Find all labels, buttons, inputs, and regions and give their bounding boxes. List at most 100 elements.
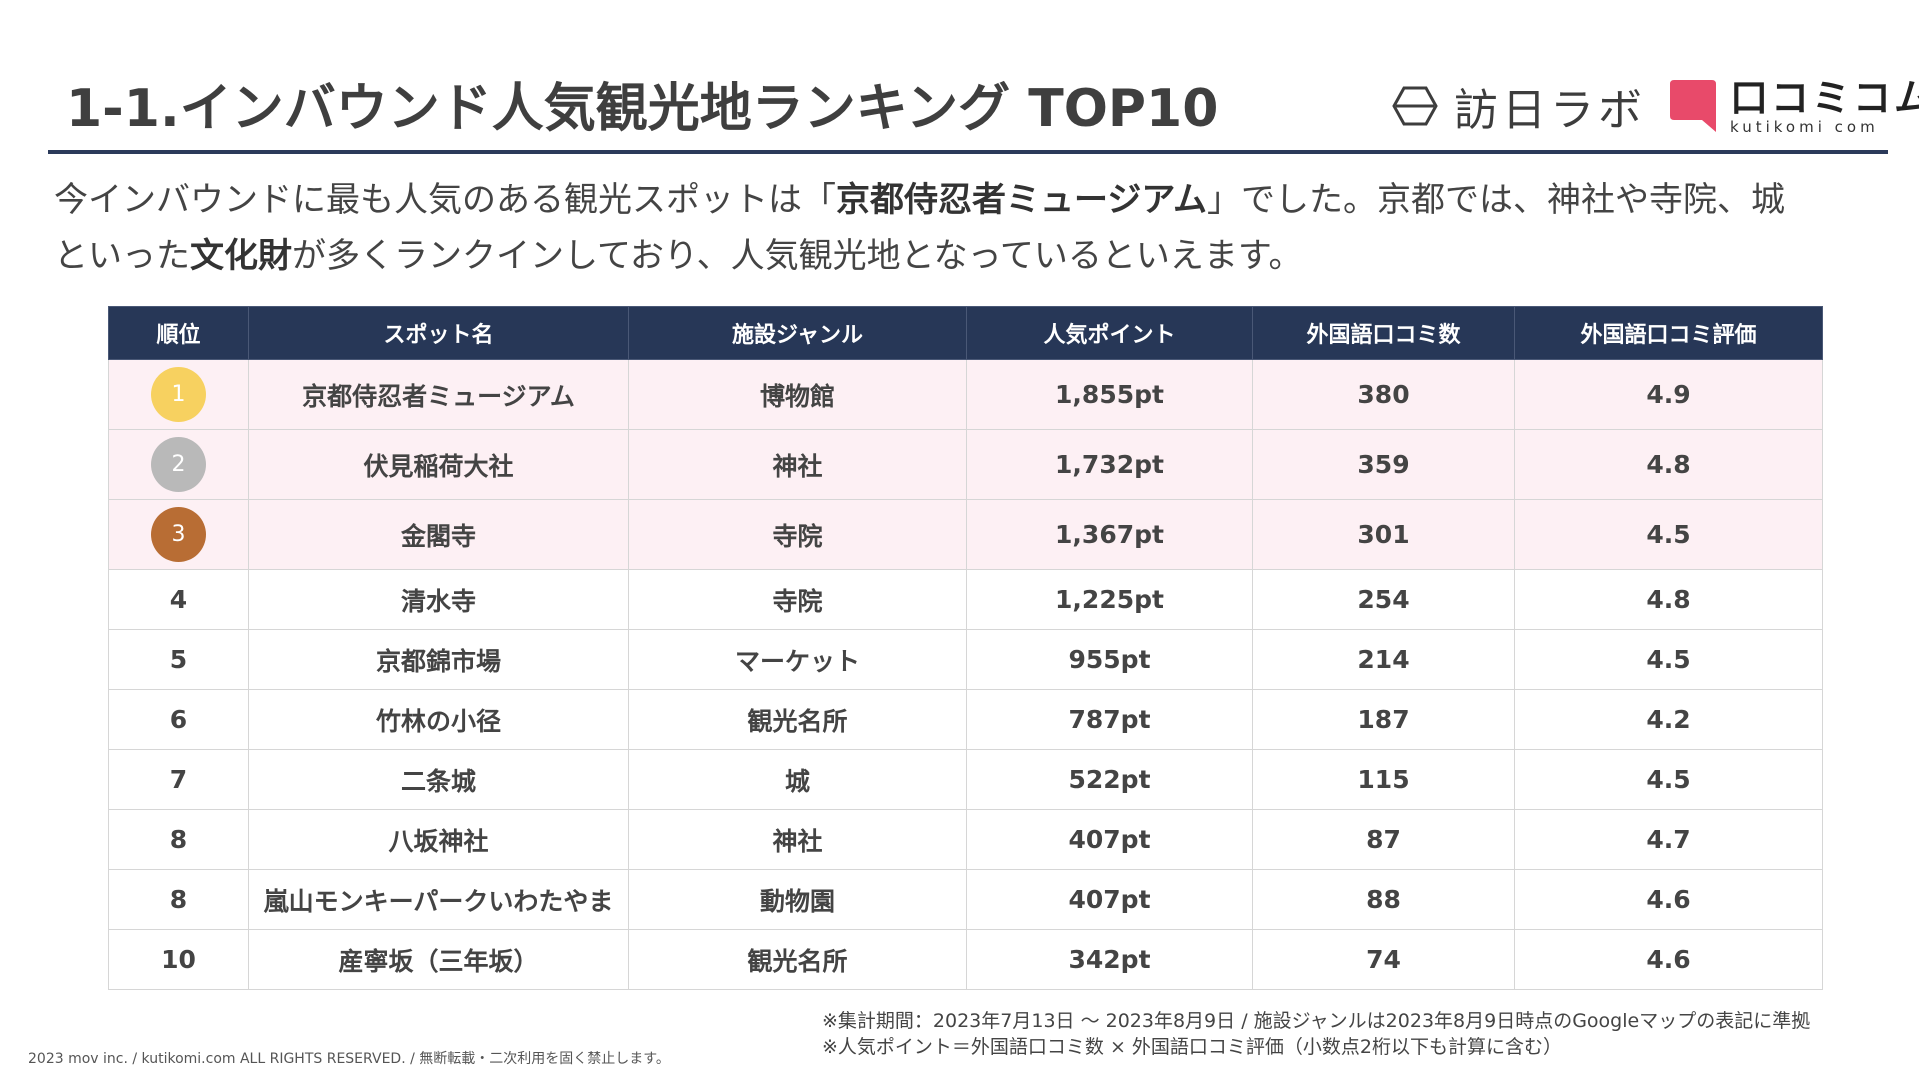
- cell-rank: 3: [108, 499, 249, 570]
- cell-review-rating: 4.5: [1514, 749, 1823, 810]
- cell-rank: 5: [108, 629, 249, 690]
- cell-points: 1,367pt: [966, 499, 1253, 570]
- cell-genre: 博物館: [628, 359, 967, 430]
- cell-review-rating: 4.2: [1514, 689, 1823, 750]
- cell-spot-name: 伏見稲荷大社: [248, 429, 629, 500]
- copyright: 2023 mov inc. / kutikomi.com ALL RIGHTS …: [28, 1051, 670, 1067]
- cell-review-count: 74: [1252, 929, 1515, 990]
- cell-points: 407pt: [966, 869, 1253, 930]
- table-row: 2 伏見稲荷大社 神社 1,732pt 359 4.8: [108, 429, 1823, 500]
- cell-spot-name: 京都錦市場: [248, 629, 629, 690]
- cell-spot-name: 嵐山モンキーパークいわたやま: [248, 869, 629, 930]
- header-review-rating: 外国語口コミ評価: [1514, 306, 1823, 360]
- rank-medal-icon: 2: [151, 437, 206, 492]
- cell-genre: 寺院: [628, 499, 967, 570]
- footnote-period: ※集計期間：2023年7月13日 ～ 2023年8月9日 / 施設ジャンルは20…: [822, 1010, 1811, 1032]
- cell-review-count: 115: [1252, 749, 1515, 810]
- cell-points: 1,732pt: [966, 429, 1253, 500]
- page-title: 1-1.インバウンド人気観光地ランキング TOP10: [66, 79, 1219, 139]
- speech-bubble-logo-icon: [1670, 80, 1716, 132]
- cell-rank: 4: [108, 569, 249, 630]
- lead-text-1: 今インバウンドに最も人気のある観光スポットは「: [54, 180, 836, 220]
- lead-highlight-museum: 京都侍忍者ミュージアム: [836, 180, 1207, 220]
- header-spot-name: スポット名: [248, 306, 629, 360]
- ranking-table: 順位 スポット名 施設ジャンル 人気ポイント 外国語口コミ数 外国語口コミ評価 …: [108, 306, 1823, 990]
- table-row: 8 嵐山モンキーパークいわたやま 動物園 407pt 88 4.6: [108, 869, 1823, 930]
- cell-points: 522pt: [966, 749, 1253, 810]
- table-row: 3 金閣寺 寺院 1,367pt 301 4.5: [108, 499, 1823, 570]
- cell-review-count: 301: [1252, 499, 1515, 570]
- hexagon-logo-icon: [1392, 86, 1438, 126]
- table-row: 1 京都侍忍者ミュージアム 博物館 1,855pt 380 4.9: [108, 359, 1823, 430]
- cell-review-count: 87: [1252, 809, 1515, 870]
- cell-review-count: 359: [1252, 429, 1515, 500]
- table-row: 5 京都錦市場 マーケット 955pt 214 4.5: [108, 629, 1823, 690]
- cell-spot-name: 清水寺: [248, 569, 629, 630]
- cell-genre: 神社: [628, 809, 967, 870]
- houjin-labo-logo-text: 訪日ラボ: [1454, 85, 1646, 136]
- cell-genre: 城: [628, 749, 967, 810]
- table-row: 6 竹林の小径 観光名所 787pt 187 4.2: [108, 689, 1823, 750]
- cell-review-rating: 4.8: [1514, 569, 1823, 630]
- cell-review-count: 254: [1252, 569, 1515, 630]
- header-rank: 順位: [108, 306, 249, 360]
- cell-spot-name: 竹林の小径: [248, 689, 629, 750]
- cell-review-rating: 4.6: [1514, 929, 1823, 990]
- lead-paragraph: 今インバウンドに最も人気のある観光スポットは「京都侍忍者ミュージアム」でした。京…: [54, 172, 1894, 284]
- kutikomi-logo[interactable]: 口コミコム kutikomi com: [1668, 78, 1919, 140]
- lead-text-2: 」でした。京都では、神社や寺院、城: [1206, 180, 1785, 220]
- table-row: 10 産寧坂（三年坂） 観光名所 342pt 74 4.6: [108, 929, 1823, 990]
- cell-review-count: 380: [1252, 359, 1515, 430]
- cell-spot-name: 京都侍忍者ミュージアム: [248, 359, 629, 430]
- header-points: 人気ポイント: [966, 306, 1253, 360]
- lead-highlight-cultural-assets: 文化財: [190, 236, 292, 276]
- cell-review-count: 187: [1252, 689, 1515, 750]
- cell-points: 342pt: [966, 929, 1253, 990]
- table-row: 7 二条城城 522pt 115 4.5: [108, 749, 1823, 810]
- cell-genre: 観光名所: [628, 689, 967, 750]
- houjin-labo-logo[interactable]: 訪日ラボ: [1392, 78, 1646, 136]
- cell-spot-name: 金閣寺: [248, 499, 629, 570]
- cell-genre: 観光名所: [628, 929, 967, 990]
- ranking-table-container: 順位 スポット名 施設ジャンル 人気ポイント 外国語口コミ数 外国語口コミ評価 …: [108, 306, 1823, 990]
- cell-rank: 7: [108, 749, 249, 810]
- cell-genre: マーケット: [628, 629, 967, 690]
- rank-medal-icon: 3: [151, 507, 206, 562]
- cell-review-rating: 4.7: [1514, 809, 1823, 870]
- header-genre: 施設ジャンル: [628, 306, 967, 360]
- footnotes: ※集計期間：2023年7月13日 ～ 2023年8月9日 / 施設ジャンルは20…: [822, 1008, 1810, 1060]
- cell-rank: 1: [108, 359, 249, 430]
- cell-review-rating: 4.9: [1514, 359, 1823, 430]
- table-row: 4 清水寺 寺院 1,225pt 254 4.8: [108, 569, 1823, 630]
- cell-rank: 10: [108, 929, 249, 990]
- header-review-count: 外国語口コミ数: [1252, 306, 1515, 360]
- title-divider: [48, 150, 1888, 154]
- kutikomi-logo-subtext: kutikomi com: [1730, 118, 1879, 136]
- cell-rank: 2: [108, 429, 249, 500]
- cell-rank: 6: [108, 689, 249, 750]
- table-header-row: 順位 スポット名 施設ジャンル 人気ポイント 外国語口コミ数 外国語口コミ評価: [108, 306, 1823, 360]
- cell-review-rating: 4.5: [1514, 499, 1823, 570]
- cell-spot-name: 産寧坂（三年坂）: [248, 929, 629, 990]
- cell-spot-name: 二条城: [248, 749, 629, 810]
- cell-rank: 8: [108, 869, 249, 930]
- kutikomi-logo-text: 口コミコム: [1730, 76, 1919, 120]
- cell-review-rating: 4.8: [1514, 429, 1823, 500]
- cell-spot-name: 八坂神社: [248, 809, 629, 870]
- cell-points: 787pt: [966, 689, 1253, 750]
- cell-rank: 8: [108, 809, 249, 870]
- lead-text-3: といった: [54, 236, 190, 276]
- cell-review-count: 214: [1252, 629, 1515, 690]
- cell-points: 1,855pt: [966, 359, 1253, 430]
- cell-review-rating: 4.6: [1514, 869, 1823, 930]
- cell-genre: 動物園: [628, 869, 967, 930]
- cell-genre: 神社: [628, 429, 967, 500]
- lead-text-4: が多くランクインしており、人気観光地となっているといえます。: [292, 236, 1303, 276]
- cell-review-rating: 4.5: [1514, 629, 1823, 690]
- table-row: 8 八坂神社 神社 407pt 87 4.7: [108, 809, 1823, 870]
- cell-points: 955pt: [966, 629, 1253, 690]
- footnote-points-formula: ※人気ポイント＝外国語口コミ数 × 外国語口コミ評価（小数点2桁以下も計算に含む…: [822, 1036, 1563, 1058]
- cell-genre: 寺院: [628, 569, 967, 630]
- cell-points: 1,225pt: [966, 569, 1253, 630]
- rank-medal-icon: 1: [151, 367, 206, 422]
